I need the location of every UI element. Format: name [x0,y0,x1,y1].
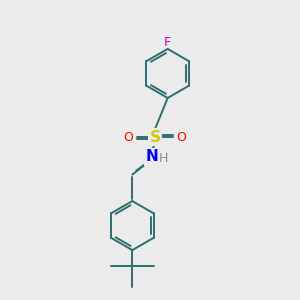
Text: F: F [164,35,171,49]
Text: O: O [176,131,186,144]
Text: S: S [149,130,161,145]
Text: H: H [159,152,168,165]
Text: O: O [124,131,133,144]
Text: N: N [146,149,158,164]
